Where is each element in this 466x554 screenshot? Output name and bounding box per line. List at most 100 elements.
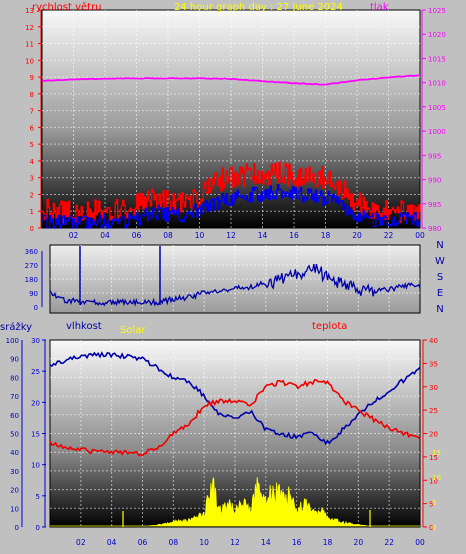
pressure-tick-label: 1010 <box>428 80 446 88</box>
temperature-tick-label: 5 <box>429 501 433 509</box>
pressure-tick-label: 1025 <box>428 7 446 15</box>
pressure-tick-label: 980 <box>428 225 441 233</box>
x-tick-label: 04 <box>107 538 117 547</box>
rain-axis: 0 10 20 30 40 50 60 70 80 90 100 <box>6 337 23 532</box>
compass-label: N <box>436 240 443 251</box>
compass-label: W <box>435 256 445 267</box>
x-tick-label: 02 <box>69 231 79 240</box>
rain-tick-label: 50 <box>10 431 19 439</box>
humidity-tick-label: 5 <box>36 493 40 501</box>
x-tick-label: 20 <box>352 231 362 240</box>
direction-left-axis: 0 90 180 270 360 <box>25 248 43 312</box>
x-tick-label: 18 <box>323 538 333 547</box>
pressure-right-axis: 980 985 990 995 1000 1005 1010 1015 1020 1025 <box>421 7 446 233</box>
humidity-series <box>49 351 421 446</box>
x-tick-label: 02 <box>76 538 86 547</box>
temperature-series <box>49 378 421 457</box>
temperature-tick-label: 0 <box>429 524 433 532</box>
direction-tick-label: 0 <box>34 304 38 312</box>
compass-label: N <box>436 304 443 315</box>
direction-tick-label: 360 <box>25 248 38 256</box>
rain-tick-label: 90 <box>10 356 19 364</box>
wind-series <box>42 183 421 229</box>
humidity-axis: 0 5 10 15 20 25 30 <box>31 337 46 532</box>
rain-tick-label: 30 <box>10 468 19 476</box>
x-tick-label: 18 <box>321 231 331 240</box>
x-tick-label: 12 <box>226 231 236 240</box>
pressure-tick-label: 985 <box>428 201 441 209</box>
direction-tick-label: 180 <box>25 276 38 284</box>
wind-tick-label: 13 <box>25 7 34 15</box>
x-tick-label: 10 <box>199 538 209 547</box>
wind-tick-label: 12 <box>25 24 34 32</box>
rain-axis-title: srážky <box>0 321 32 333</box>
rain-tick-label: 20 <box>10 487 19 495</box>
x-tick-label: 14 <box>258 231 268 240</box>
wind-tick-label: 2 <box>30 191 34 199</box>
temperature-tick-label: 30 <box>429 384 438 392</box>
pressure-tick-label: 995 <box>428 152 441 160</box>
x-tick-label: 04 <box>100 231 110 240</box>
rain-tick-label: 40 <box>10 449 19 457</box>
rain-tick-label: 0 <box>15 524 19 532</box>
wind-axis-title: rychlost větru <box>32 1 102 13</box>
humidity-tick-label: 30 <box>31 337 40 345</box>
temperature-tick-label: 20 <box>429 431 438 439</box>
pressure-tick-label: 1020 <box>428 31 446 39</box>
rain-tick-label: 10 <box>10 505 19 513</box>
chart-title: 24 hour graph day : 27 June 2024 <box>174 2 343 13</box>
pressure-tick-label: 1015 <box>428 55 446 63</box>
x-tick-label: 16 <box>289 231 299 240</box>
wind-tick-label: 8 <box>30 91 34 99</box>
x-tick-label: 00 <box>415 538 425 547</box>
solar-series <box>50 476 420 527</box>
wind-tick-label: 1 <box>30 208 34 216</box>
climate-panel: 0 10 20 30 40 50 60 70 80 90 100 0 5 10 15 20 25 30 0 5 10… <box>0 321 441 547</box>
x-tick-label: 06 <box>138 538 148 547</box>
pressure-tick-label: 990 <box>428 177 441 185</box>
rain-tick-label: 70 <box>10 393 19 401</box>
wind-tick-label: 0 <box>30 225 34 233</box>
temperature-tick-label: 40 <box>429 337 438 345</box>
humidity-tick-label: 0 <box>36 524 40 532</box>
compass-label: S <box>437 272 443 283</box>
direction-series <box>49 263 421 307</box>
climate-grid <box>50 340 420 527</box>
x-tick-label: 00 <box>415 231 425 240</box>
x-tick-label: 14 <box>261 538 271 547</box>
x-tick-label: 10 <box>195 231 205 240</box>
pressure-axis-title: tlak <box>370 2 389 13</box>
rain-tick-label: 60 <box>10 412 19 420</box>
x-tick-label: 16 <box>292 538 302 547</box>
solar-tick-label: 5 <box>432 499 436 507</box>
climate-x-axis: 02 04 06 08 10 12 14 16 18 20 22 00 <box>76 538 425 547</box>
humidity-axis-title: vlhkost <box>66 321 102 332</box>
temperature-axis-title: teplota <box>312 321 347 332</box>
temperature-tick-label: 10 <box>429 477 438 485</box>
solar-axis-title: Solar <box>120 325 146 336</box>
wind-tick-label: 11 <box>25 41 34 49</box>
gust-series <box>42 161 421 224</box>
wind-x-axis: 02 04 06 08 10 12 14 16 18 20 22 00 <box>69 231 425 240</box>
pressure-tick-label: 1005 <box>428 104 446 112</box>
solar-tick-label: 10 <box>432 474 441 482</box>
x-tick-label: 08 <box>163 231 173 240</box>
wind-tick-label: 7 <box>30 108 34 116</box>
wind-tick-label: 10 <box>25 57 34 65</box>
direction-tick-label: 90 <box>29 290 38 298</box>
x-tick-label: 22 <box>384 538 394 547</box>
pressure-series <box>42 74 420 86</box>
compass-label: E <box>437 288 443 299</box>
x-tick-label: 12 <box>230 538 240 547</box>
rain-tick-label: 80 <box>10 374 19 382</box>
pressure-tick-label: 1000 <box>428 128 446 136</box>
temperature-tick-label: 15 <box>429 454 438 462</box>
direction-tick-label: 270 <box>25 262 38 270</box>
temperature-tick-label: 35 <box>429 360 438 368</box>
wind-tick-label: 9 <box>30 74 34 82</box>
